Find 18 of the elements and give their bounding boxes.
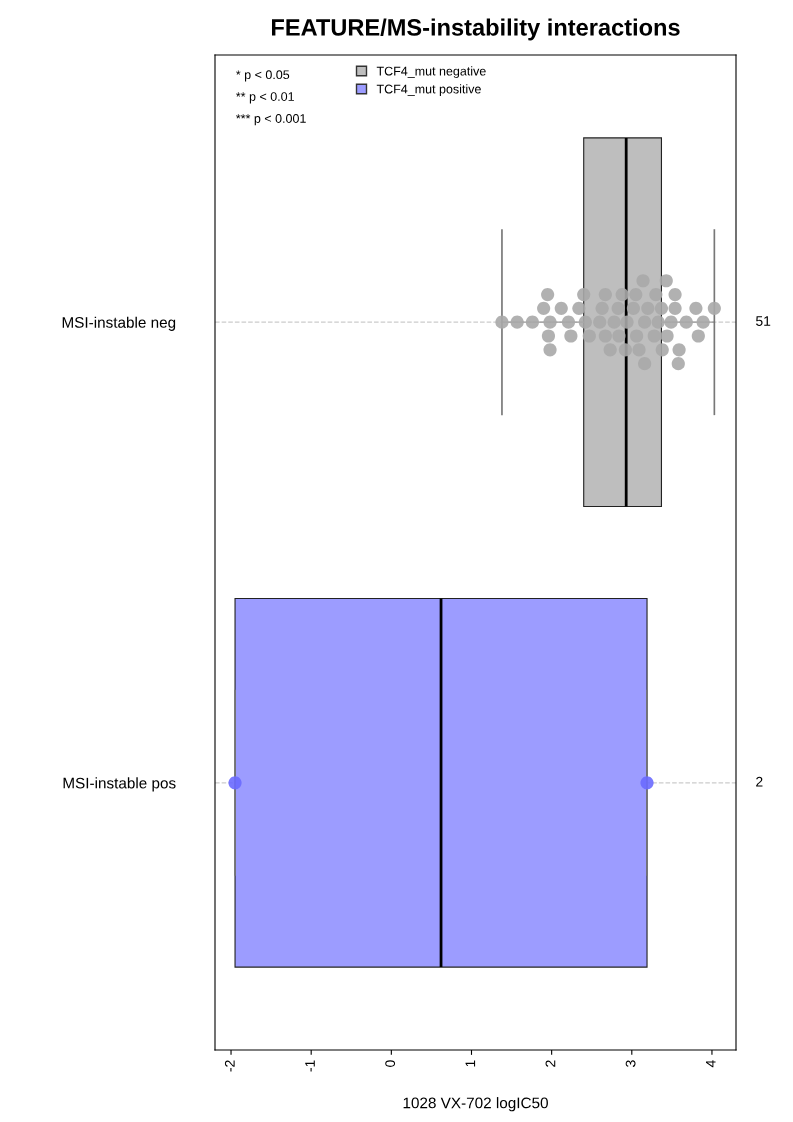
x-tick-label: 3 — [625, 1060, 636, 1067]
x-tick-label: 2 — [545, 1060, 556, 1067]
annotation: * p < 0.05 — [236, 70, 290, 82]
text: 2 — [756, 776, 763, 787]
legend-label: TCF4_mut positive — [376, 84, 481, 96]
x-tick-label: 0 — [385, 1060, 396, 1067]
y-tick-label: MSI-instable pos — [63, 777, 176, 792]
x-tick-label: 1 — [465, 1060, 476, 1067]
text: 51 — [756, 316, 771, 326]
y-tick-label: MSI-instable neg — [62, 316, 176, 331]
x-tick-label: -2 — [224, 1060, 235, 1072]
legend-label: TCF4_mut negative — [376, 66, 486, 78]
annotation: ** p < 0.01 — [236, 92, 294, 104]
x-tick-label: -1 — [305, 1060, 315, 1072]
x-axis-title: 1028 VX-702 logIC50 — [403, 1097, 548, 1112]
x-tick-label: 4 — [705, 1060, 716, 1068]
annotation: *** p < 0.001 — [236, 114, 306, 126]
chart-title: FEATURE/MS-instability interactions — [272, 18, 680, 41]
